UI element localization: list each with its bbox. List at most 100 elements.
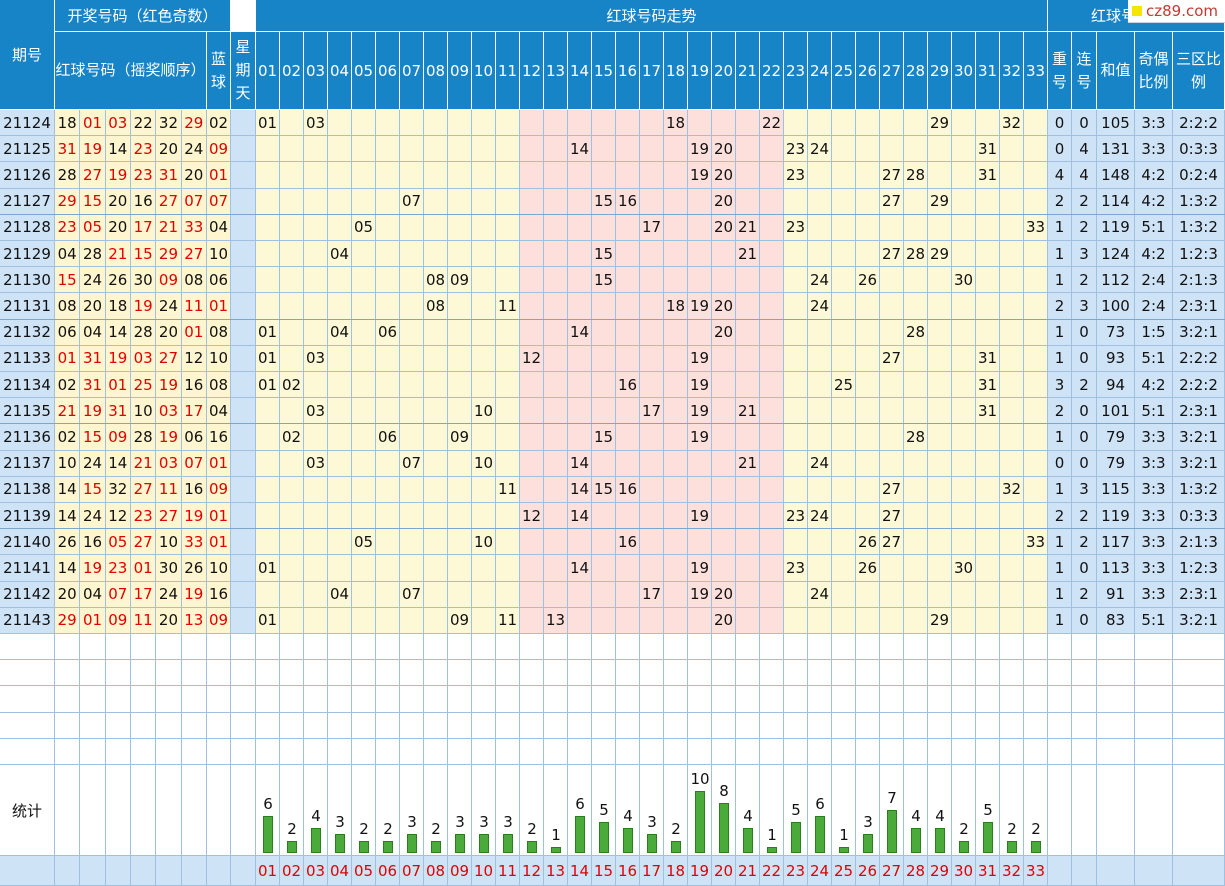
- trend-cell: [376, 607, 400, 634]
- blank-cell: [712, 686, 736, 713]
- trend-cell: 03: [304, 345, 328, 372]
- red-ball-cell: 03: [156, 398, 182, 425]
- blank-cell: [1135, 712, 1173, 739]
- trend-cell: [544, 372, 568, 399]
- trend-cell: [544, 345, 568, 372]
- blank-cell: [328, 738, 352, 765]
- trend-cell: [544, 581, 568, 608]
- trend-cell: [832, 607, 856, 634]
- weekday-cell: [231, 345, 256, 372]
- zone-cell: 3:2:1: [1173, 319, 1225, 346]
- trend-cell: [712, 372, 736, 399]
- trend-cell: 24: [808, 581, 832, 608]
- trend-cell: [688, 214, 712, 241]
- red-ball-cell: 08: [55, 293, 81, 320]
- trend-cell: 27: [880, 529, 904, 556]
- bar-value-label: 8: [719, 782, 729, 801]
- trend-cell: [544, 503, 568, 530]
- site-logo[interactable]: cz89.com: [1128, 0, 1225, 23]
- trend-cell: [376, 241, 400, 268]
- trend-cell: [592, 319, 616, 346]
- trend-cell: [472, 162, 496, 189]
- trend-cell: [520, 162, 544, 189]
- blank-cell: [760, 686, 784, 713]
- blank-cell: [1097, 686, 1135, 713]
- red-ball-cell: 14: [55, 476, 81, 503]
- trend-cell: 29: [928, 241, 952, 268]
- bar-33: [1031, 840, 1041, 853]
- trend-cell: [544, 293, 568, 320]
- blank-cell: [256, 686, 280, 713]
- repeat-cell: 1: [1048, 476, 1072, 503]
- red-ball-cell: 23: [130, 136, 157, 163]
- trend-cell: [376, 162, 400, 189]
- trend-cell: [424, 476, 448, 503]
- header-number-06: 06: [376, 32, 400, 110]
- trend-cell: 21: [736, 214, 760, 241]
- header-number-01: 01: [256, 32, 280, 110]
- trend-cell: [760, 607, 784, 634]
- trend-cell: [328, 110, 352, 137]
- consecutive-cell: 2: [1072, 581, 1097, 608]
- stats-cell: [544, 765, 568, 856]
- trend-cell: [664, 162, 688, 189]
- odd_even-cell: 4:2: [1135, 188, 1173, 215]
- blank-cell: [928, 686, 952, 713]
- trend-cell: 04: [328, 581, 352, 608]
- trend-cell: 26: [856, 555, 880, 582]
- trend-cell: 01: [256, 372, 280, 399]
- trend-cell: [376, 136, 400, 163]
- blank-cell: [616, 686, 640, 713]
- blank-cell: [832, 660, 856, 687]
- consecutive-cell: 3: [1072, 476, 1097, 503]
- red-ball-cell: 30: [130, 267, 157, 294]
- blank-cell: [130, 738, 157, 765]
- trend-cell: [856, 345, 880, 372]
- red-ball-cell: 16: [130, 188, 157, 215]
- trend-cell: [424, 529, 448, 556]
- trend-cell: [928, 345, 952, 372]
- trend-cell: [640, 372, 664, 399]
- trend-cell: 14: [568, 476, 592, 503]
- zone-cell: 3:2:1: [1173, 607, 1225, 634]
- weekday-cell: [231, 450, 256, 477]
- consecutive-cell: 0: [1072, 345, 1097, 372]
- trend-cell: 20: [712, 581, 736, 608]
- trend-cell: [568, 241, 592, 268]
- bar-value-label: 2: [671, 819, 681, 838]
- trend-cell: [448, 188, 472, 215]
- blank-cell: [1000, 660, 1024, 687]
- trend-cell: [472, 136, 496, 163]
- trend-cell: [280, 293, 304, 320]
- blank-cell: [976, 738, 1000, 765]
- trend-cell: [904, 607, 928, 634]
- trend-cell: [1024, 476, 1048, 503]
- trend-cell: [256, 267, 280, 294]
- trend-cell: [1000, 372, 1024, 399]
- trend-cell: [568, 581, 592, 608]
- blank-cell: [130, 712, 157, 739]
- blank-cell: [736, 712, 760, 739]
- trend-cell: [712, 110, 736, 137]
- trend-cell: [976, 293, 1000, 320]
- blank-cell: [688, 660, 712, 687]
- weekday-cell: [231, 188, 256, 215]
- trend-cell: [688, 319, 712, 346]
- trend-cell: 12: [520, 503, 544, 530]
- trend-cell: [400, 503, 424, 530]
- blank-cell: [952, 634, 976, 661]
- bar-17: [647, 834, 657, 853]
- trend-cell: [592, 372, 616, 399]
- blank-cell: [424, 660, 448, 687]
- red-ball-cell: 14: [105, 319, 131, 346]
- trend-cell: [688, 267, 712, 294]
- trend-cell: [256, 476, 280, 503]
- trend-cell: 03: [304, 398, 328, 425]
- trend-cell: [808, 241, 832, 268]
- trend-cell: 01: [256, 110, 280, 137]
- trend-cell: [424, 188, 448, 215]
- bar-27: [887, 809, 897, 853]
- trend-cell: [760, 319, 784, 346]
- red-ball-cell: 31: [80, 372, 106, 399]
- weekday-cell: [231, 398, 256, 425]
